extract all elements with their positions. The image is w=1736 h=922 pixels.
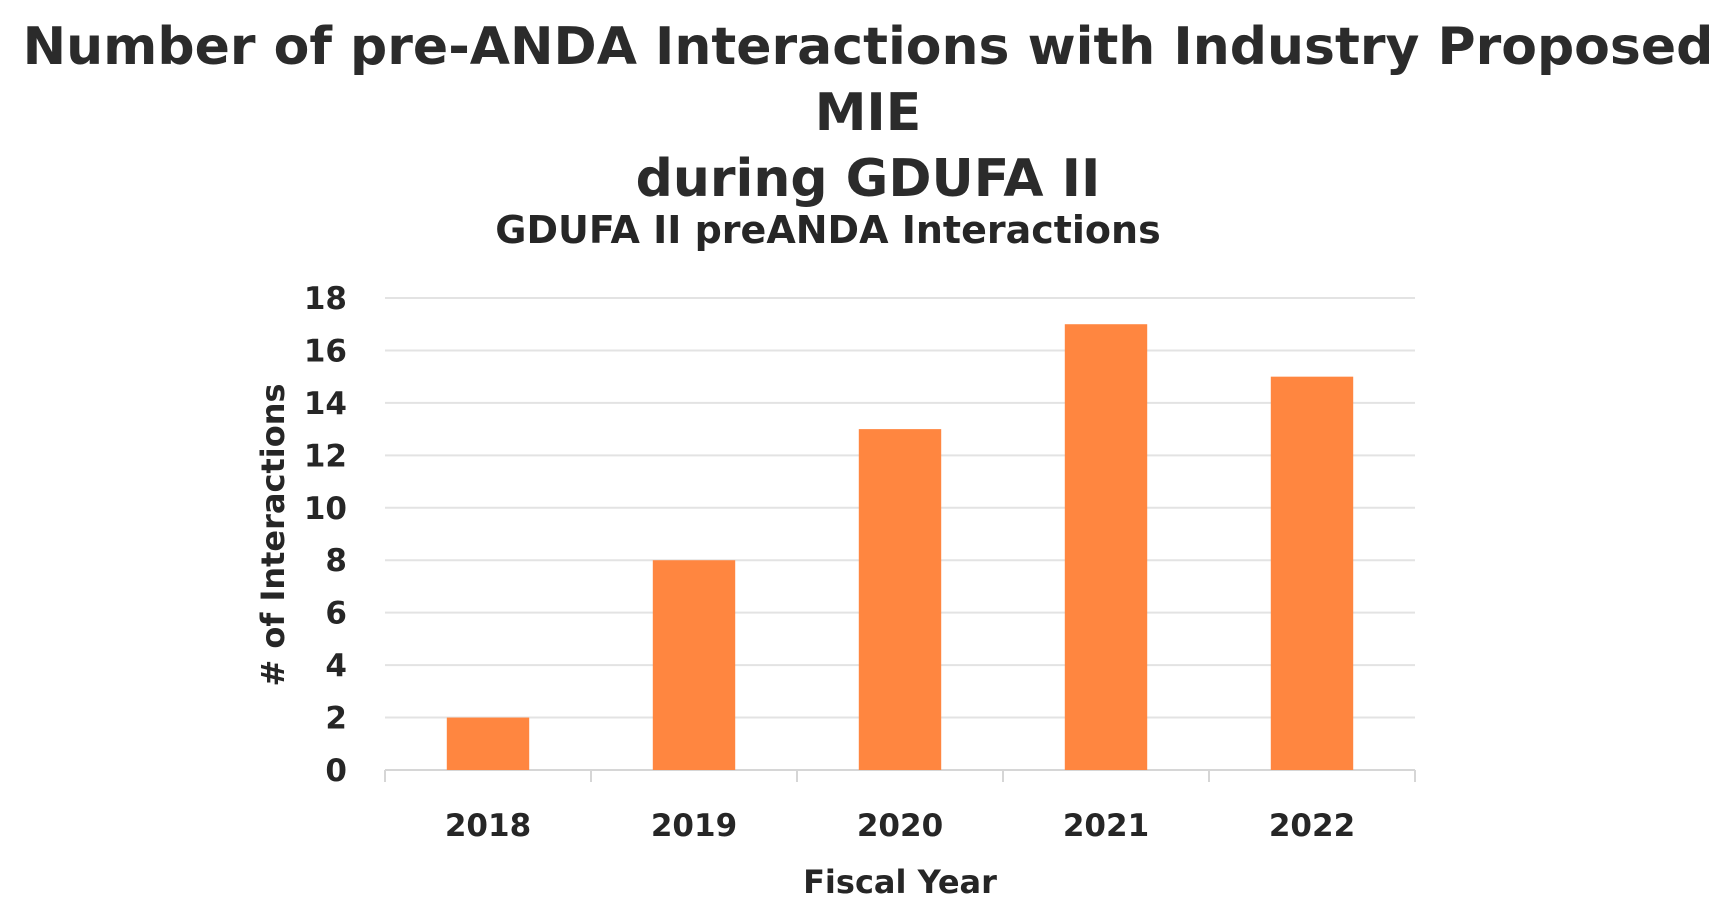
y-tick-label: 18: [304, 281, 347, 317]
bar-2019: [652, 560, 736, 770]
bar-2021: [1064, 324, 1148, 770]
bar-2018: [446, 717, 530, 770]
chart-title: GDUFA II preANDA Interactions: [495, 208, 1160, 252]
slide-title-line-2: during GDUFA II: [635, 149, 1101, 209]
x-tick-label: 2021: [1063, 808, 1149, 844]
bar-2022: [1270, 376, 1354, 770]
y-tick-label: 16: [304, 333, 347, 369]
x-tick-label: 2022: [1269, 808, 1355, 844]
bar-2020: [858, 429, 942, 770]
y-tick-label: 0: [325, 753, 347, 789]
x-axis-title: Fiscal Year: [803, 863, 997, 901]
x-tick-label: 2019: [651, 808, 737, 844]
x-tick-label: 2018: [445, 808, 531, 844]
y-axis-title: # of Interactions: [254, 383, 292, 686]
y-tick-label: 12: [304, 438, 347, 474]
slide-title-line-1: Number of pre-ANDA Interactions with Ind…: [22, 17, 1714, 143]
y-axis-ticks: 0 2 4 6 8 10 12 14 16 18: [304, 281, 347, 789]
x-tick-label: 2020: [857, 808, 943, 844]
y-tick-label: 6: [325, 596, 347, 632]
bar-series: [446, 324, 1354, 770]
x-axis-ticks: 2018 2019 2020 2021 2022: [445, 808, 1355, 844]
y-tick-label: 14: [304, 386, 347, 422]
y-tick-label: 10: [304, 491, 347, 527]
y-tick-label: 2: [325, 701, 347, 737]
y-tick-label: 8: [325, 543, 347, 579]
y-tick-label: 4: [325, 648, 347, 684]
slide-title: Number of pre-ANDA Interactions with Ind…: [0, 14, 1736, 212]
